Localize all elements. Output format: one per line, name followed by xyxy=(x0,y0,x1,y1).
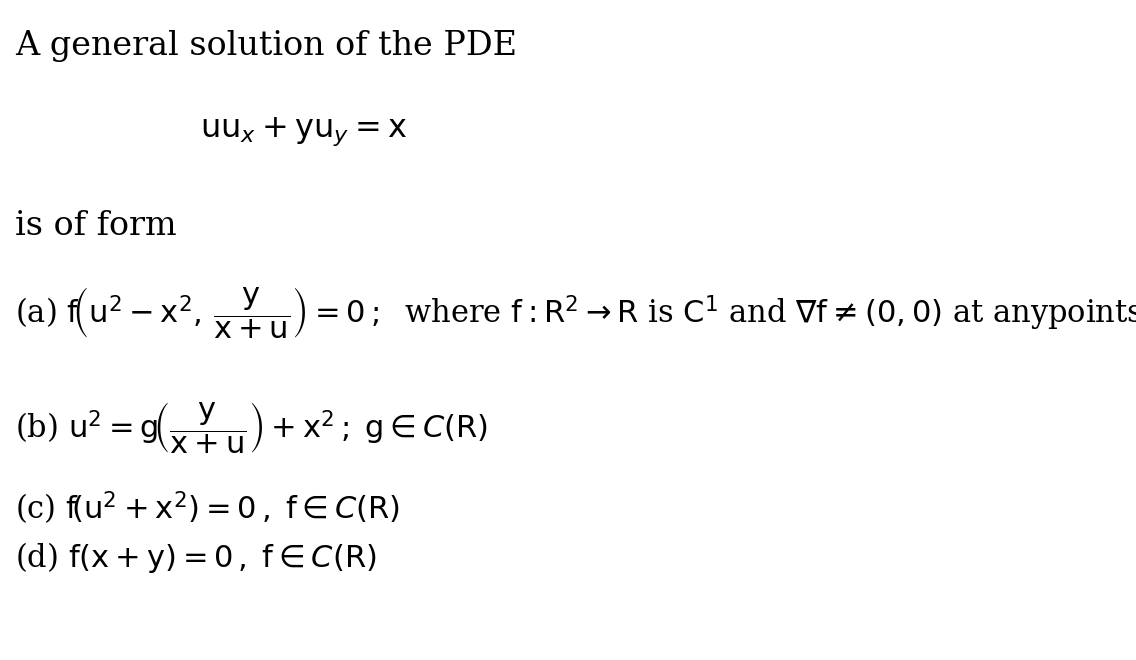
Text: (d) $\mathrm{f}(\mathrm{x + y}) = 0\,,\; \mathrm{f} \in C(\mathrm{R})$: (d) $\mathrm{f}(\mathrm{x + y}) = 0\,,\;… xyxy=(15,540,377,575)
Text: $\mathrm{uu}_{x} + \mathrm{yu}_{y} = \mathrm{x}$: $\mathrm{uu}_{x} + \mathrm{yu}_{y} = \ma… xyxy=(200,115,407,147)
Text: (a) $\mathrm{f}\!\left(\mathrm{u}^2 - \mathrm{x}^2,\, \dfrac{\mathrm{y}}{\mathrm: (a) $\mathrm{f}\!\left(\mathrm{u}^2 - \m… xyxy=(15,285,1136,341)
Text: (c) $\mathrm{f}\!\left(\mathrm{u}^2 + \mathrm{x}^2\right) = 0\,,\; \mathrm{f} \i: (c) $\mathrm{f}\!\left(\mathrm{u}^2 + \m… xyxy=(15,490,400,527)
Text: (b) $\mathrm{u}^2 = \mathrm{g}\!\left(\dfrac{\mathrm{y}}{\mathrm{x+u}}\right) + : (b) $\mathrm{u}^2 = \mathrm{g}\!\left(\d… xyxy=(15,400,488,455)
Text: is of form: is of form xyxy=(15,210,176,242)
Text: A general solution of the PDE: A general solution of the PDE xyxy=(15,30,517,62)
